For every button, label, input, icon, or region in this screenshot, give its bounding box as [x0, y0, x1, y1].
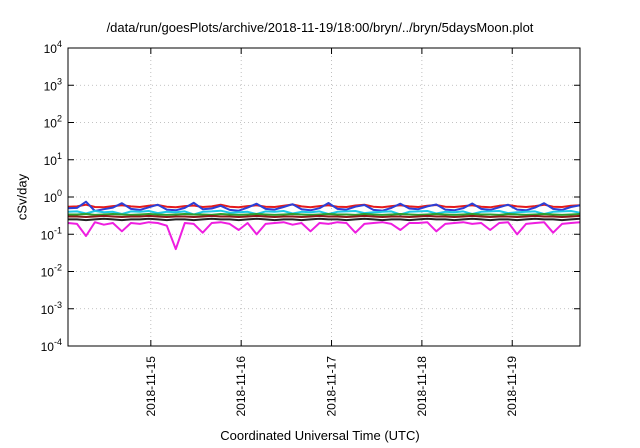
y-tick-label: 101	[44, 151, 62, 168]
series-line-7	[67, 221, 581, 251]
x-axis-label: Coordinated Universal Time (UTC)	[220, 428, 420, 443]
series-line-5	[68, 214, 581, 218]
series-line-6	[68, 217, 581, 222]
y-tick-label: 10-4	[41, 337, 62, 354]
y-axis-label: cSv/day	[14, 173, 30, 221]
plot-frame	[67, 47, 581, 347]
x-tick-label: 2018-11-16	[234, 356, 248, 417]
y-tick-label: 10-1	[41, 225, 62, 242]
y-tick-label: 104	[44, 39, 62, 56]
series-line-4	[68, 213, 581, 216]
series-line-2	[67, 200, 581, 212]
series-line-3	[67, 209, 581, 216]
y-tick-label: 10-3	[41, 300, 62, 317]
y-tick-label: 100	[44, 188, 62, 205]
x-tick-label: 2018-11-17	[325, 356, 339, 417]
chart-title: /data/run/goesPlots/archive/2018-11-19/1…	[106, 20, 534, 35]
x-tick-label: 2018-11-19	[505, 356, 519, 417]
y-tick-label: 102	[44, 114, 62, 131]
y-tick-label: 10-2	[41, 263, 62, 280]
y-tick-label: 103	[44, 76, 62, 93]
x-tick-label: 2018-11-18	[415, 356, 429, 417]
x-tick-label: 2018-11-15	[144, 356, 158, 417]
